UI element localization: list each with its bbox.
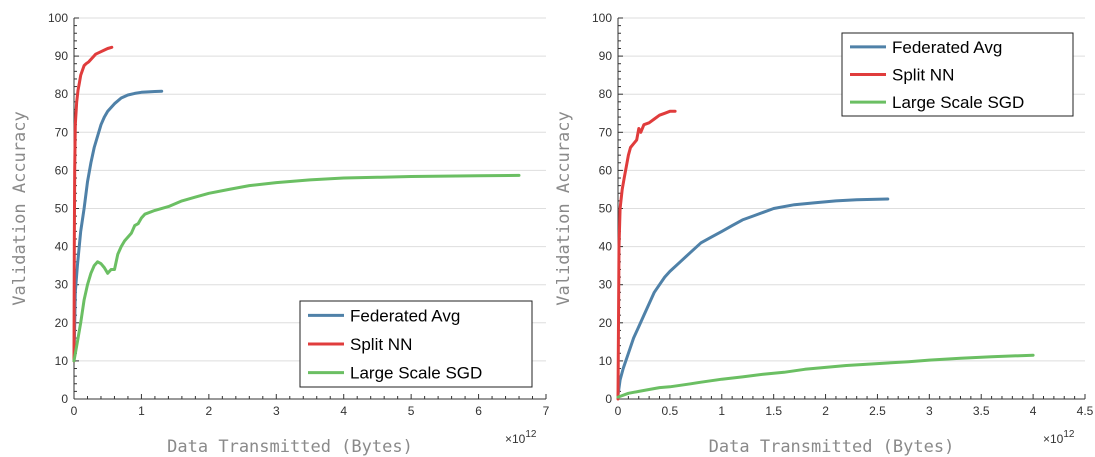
y-tick-label: 0: [61, 392, 68, 406]
x-tick-label: 0.5: [662, 404, 679, 418]
x-tick-label: 0: [615, 404, 622, 418]
y-tick-label: 30: [55, 278, 69, 292]
y-axis-title: Validation Accuracy: [10, 111, 30, 305]
x-axis-title: Data Transmitted (Bytes): [709, 437, 955, 457]
x-tick-label: 3: [926, 404, 933, 418]
y-tick-label: 40: [599, 240, 613, 254]
series-line-split-nn: [616, 109, 677, 401]
legend-label: Large Scale SGD: [892, 93, 1024, 112]
series-line-federated-avg: [616, 197, 890, 397]
y-tick-label: 100: [592, 11, 612, 25]
x-tick-label: 2: [206, 404, 213, 418]
y-tick-label: 60: [55, 163, 69, 177]
y-tick-label: 10: [599, 354, 613, 368]
series-line-large-scale-sgd: [616, 353, 1035, 399]
y-tick-label: 50: [55, 202, 69, 216]
x-tick-label: 4: [1030, 404, 1037, 418]
y-tick-label: 50: [599, 202, 613, 216]
x-tick-label: 2: [822, 404, 829, 418]
x-tick-label: 1.5: [765, 404, 782, 418]
chart-right: 0 10 20 30 40 50 60 70 80 90 100 0 0.5 1 1.5 2 2.5 3 3.5 4 4…: [554, 11, 1094, 457]
y-tick-label: 80: [599, 87, 613, 101]
y-tick-label: 70: [599, 125, 613, 139]
y-tick-label: 70: [55, 125, 69, 139]
series-line-federated-avg: [72, 89, 164, 363]
chart-left: 0 10 20 30 40 50 60 70 80 90 100 0 1 2 3 4 5 6 7 Data Trans…: [10, 11, 550, 457]
x-tick-label: 5: [408, 404, 415, 418]
series-line-large-scale-sgd: [72, 173, 521, 363]
x-tick-label: 3: [273, 404, 280, 418]
y-tick-label: 90: [55, 49, 69, 63]
x-multiplier-label: ×1012: [1043, 429, 1075, 446]
y-tick-label: 40: [55, 240, 69, 254]
y-tick-label: 30: [599, 278, 613, 292]
y-tick-label: 80: [55, 87, 69, 101]
y-tick-label: 0: [605, 392, 612, 406]
y-tick-label: 100: [48, 11, 68, 25]
y-tick-label: 10: [55, 354, 69, 368]
y-tick-label: 20: [55, 316, 69, 330]
legend: Federated Avg Split NN Large Scale SGD: [299, 300, 533, 388]
x-tick-label: 0: [71, 404, 78, 418]
x-multiplier-label: ×1012: [505, 429, 537, 446]
series-line-split-nn: [72, 45, 114, 363]
legend-label: Federated Avg: [892, 38, 1002, 57]
legend: Federated Avg Split NN Large Scale SGD: [841, 32, 1074, 117]
x-axis-title: Data Transmitted (Bytes): [167, 437, 413, 457]
x-tick-label: 2.5: [869, 404, 886, 418]
x-tick-label: 4.5: [1077, 404, 1094, 418]
legend-label: Split NN: [892, 66, 954, 85]
y-tick-label: 60: [599, 163, 613, 177]
x-tick-label: 3.5: [973, 404, 990, 418]
legend-label: Large Scale SGD: [350, 364, 482, 383]
legend-label: Split NN: [350, 335, 412, 354]
y-axis-title: Validation Accuracy: [554, 111, 574, 305]
x-tick-label: 4: [340, 404, 347, 418]
y-tick-label: 20: [599, 316, 613, 330]
x-tick-label: 6: [475, 404, 482, 418]
x-tick-label: 1: [138, 404, 145, 418]
x-tick-label: 7: [543, 404, 550, 418]
x-tick-label: 1: [718, 404, 725, 418]
legend-label: Federated Avg: [350, 306, 460, 325]
y-tick-label: 90: [599, 49, 613, 63]
